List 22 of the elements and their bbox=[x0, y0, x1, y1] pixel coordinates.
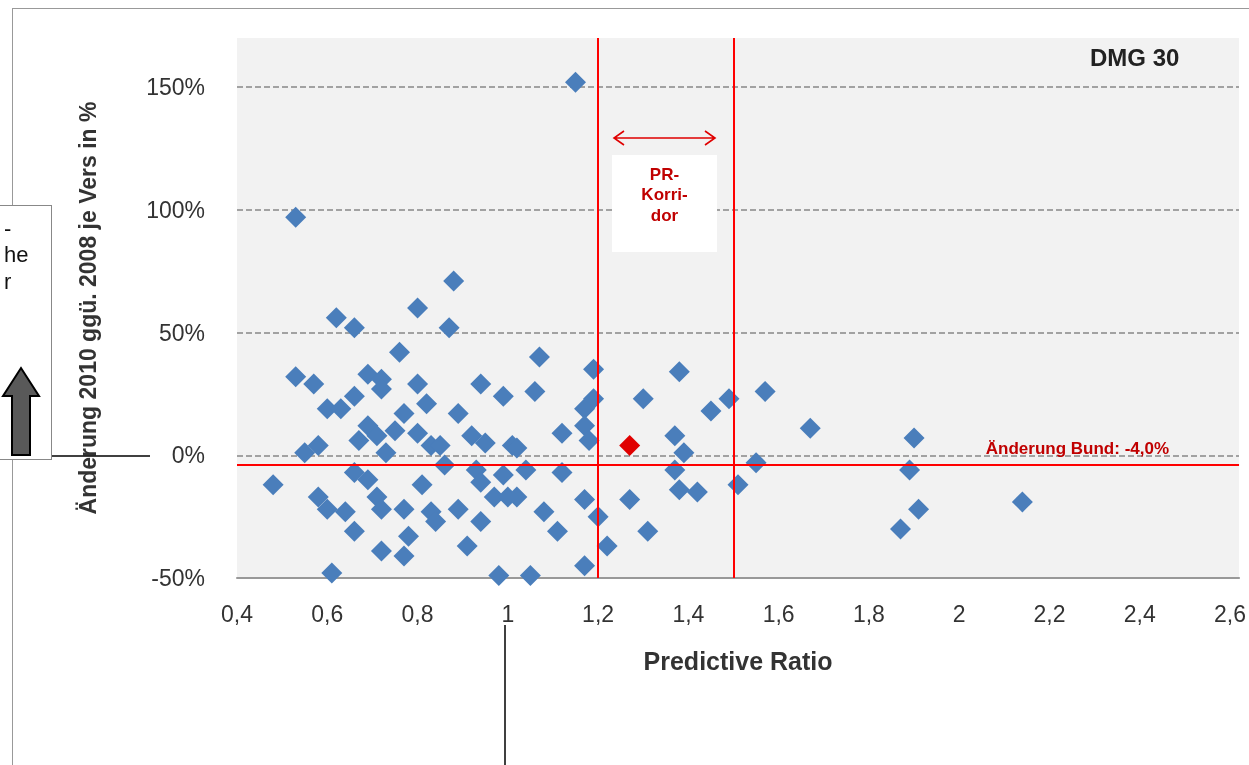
x-tick-label: 2,6 bbox=[1214, 600, 1247, 627]
y-tick-label: 0% bbox=[171, 442, 205, 469]
y-tick-label: 100% bbox=[146, 196, 205, 223]
y-tick-label: -50% bbox=[151, 565, 205, 591]
x-tick-label: 2,4 bbox=[1123, 600, 1156, 627]
x-tick-label: 0,6 bbox=[311, 600, 344, 627]
x-tick-label: 1,6 bbox=[762, 600, 795, 627]
y-axis-title: Änderung 2010 ggü. 2008 je Vers in % bbox=[74, 101, 101, 515]
annotation: DMG 30 bbox=[1090, 44, 1180, 73]
x-tick-label: 2 bbox=[952, 600, 966, 627]
x-tick-label: 1 bbox=[501, 600, 515, 627]
x-tick-label: 1,8 bbox=[852, 600, 885, 627]
x-tick-label: 1,4 bbox=[672, 600, 705, 627]
x-tick-label: 1,2 bbox=[582, 600, 615, 627]
y-tick-label: 50% bbox=[158, 319, 205, 346]
text-box: PR- Korri- dor bbox=[612, 155, 717, 252]
ref-line-label: Änderung Bund: -4,0% bbox=[985, 439, 1170, 459]
y-tick-label: 150% bbox=[146, 74, 205, 101]
x-tick-label: 2,2 bbox=[1033, 600, 1066, 627]
x-tick-label: 0,8 bbox=[401, 600, 434, 627]
x-axis-title: Predictive Ratio bbox=[643, 646, 833, 675]
x-tick-label: 0,4 bbox=[221, 600, 254, 627]
